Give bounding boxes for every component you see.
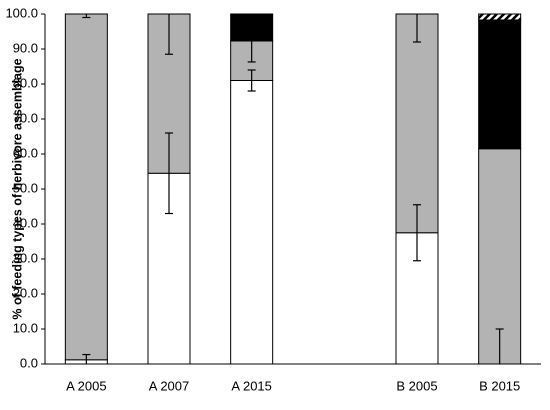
y-tick-label: 50.0: [13, 180, 38, 195]
error-bar: [82, 14, 91, 19]
bar-segment: [478, 13, 522, 21]
bar-segment: [64, 13, 108, 361]
x-tick-label: B 2015: [479, 378, 520, 393]
error-bar: [413, 14, 421, 43]
bar-segment: [395, 13, 439, 234]
y-tick-label: 100.0: [5, 5, 38, 20]
error-bar: [82, 353, 91, 364]
bar-segment: [478, 19, 522, 150]
x-tick-label: A 2007: [149, 378, 190, 393]
y-tick-label: 40.0: [13, 215, 38, 230]
error-bar: [413, 204, 421, 262]
y-tick-label: 70.0: [13, 110, 38, 125]
y-tick-label: 20.0: [13, 285, 38, 300]
x-tick-label: A 2005: [66, 378, 107, 393]
x-tick-label: A 2015: [231, 378, 272, 393]
bar-segment: [230, 80, 274, 365]
error-bar: [247, 19, 256, 63]
y-tick-label: 0.0: [20, 355, 38, 370]
error-bar: [495, 328, 504, 364]
y-axis-label: % of feeding types of herbivore assembla…: [10, 58, 24, 319]
error-bar: [247, 69, 256, 92]
y-tick-label: 60.0: [13, 145, 38, 160]
y-tick-label: 80.0: [13, 75, 38, 90]
error-bar: [165, 132, 173, 215]
error-bar: [165, 14, 173, 55]
y-tick-label: 30.0: [13, 250, 38, 265]
bar-segment: [478, 148, 522, 365]
x-tick-label: B 2005: [396, 378, 437, 393]
y-tick-label: 10.0: [13, 320, 38, 335]
y-tick-label: 90.0: [13, 40, 38, 55]
